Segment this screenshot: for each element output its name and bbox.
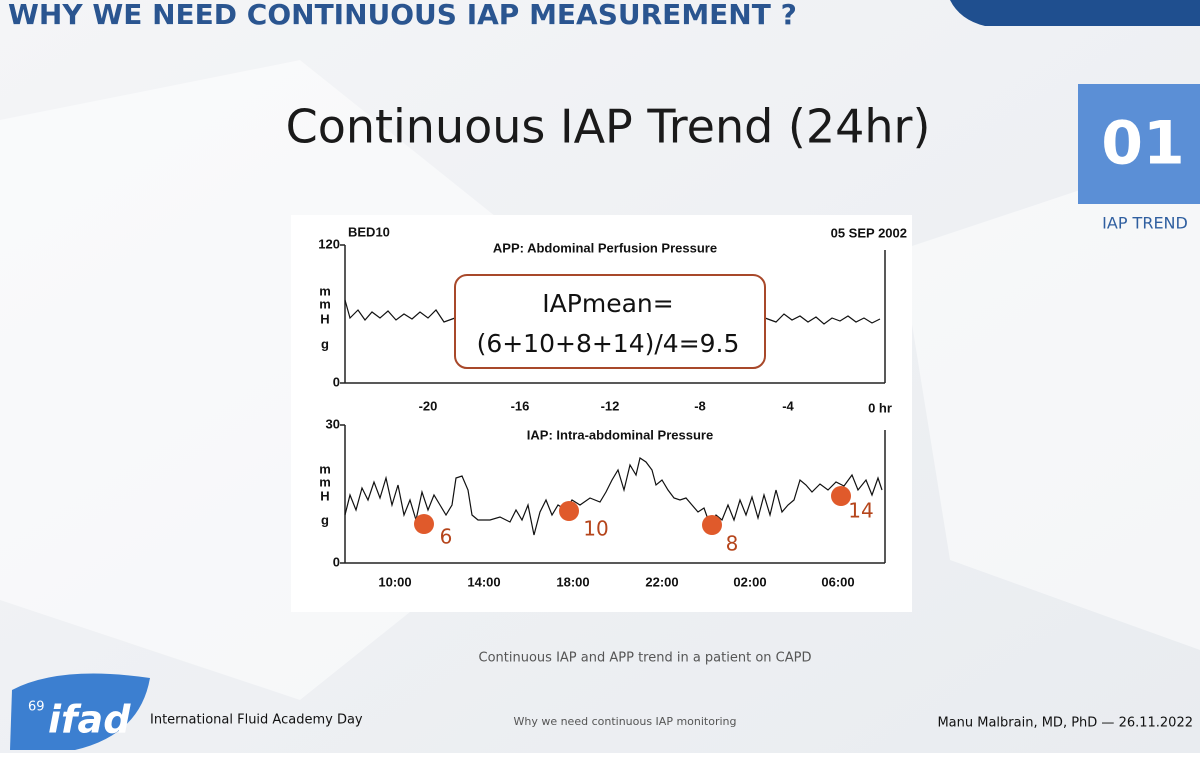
unit-letter: m <box>319 474 331 489</box>
unit-letter: g <box>321 512 329 527</box>
x-tick-label: 18:00 <box>556 574 589 589</box>
footer-event: International Fluid Academy Day <box>150 713 363 728</box>
x-tick-label: 14:00 <box>467 574 500 589</box>
point-label: 8 <box>726 532 739 556</box>
bed: BED10 <box>348 224 390 239</box>
axes <box>340 244 886 384</box>
x-tick-label: 10:00 <box>378 574 411 589</box>
badge-box <box>1078 84 1200 204</box>
bg-shape <box>900 150 1200 650</box>
point <box>831 486 851 506</box>
logo-shape <box>10 673 150 750</box>
unit-letter: m <box>319 283 331 298</box>
annotation-box <box>454 274 766 369</box>
unit-letter: H <box>320 311 329 326</box>
badge-label: IAP TREND <box>1102 214 1188 233</box>
panel-title: APP: Abdominal Perfusion Pressure <box>493 240 717 255</box>
y-bottom: 0 <box>333 374 340 389</box>
point <box>702 515 722 535</box>
x-tick-label: -4 <box>782 398 794 413</box>
badge-number: 01 <box>1101 109 1185 179</box>
point-label: 10 <box>583 517 608 541</box>
unit-letter: m <box>319 461 331 476</box>
footer-topic: Why we need continuous IAP monitoring <box>513 715 736 728</box>
heading: Continuous IAP Trend (24hr) <box>286 100 931 154</box>
x-tick-label: 0 hr <box>868 400 892 415</box>
logo-text: ifad <box>48 698 131 742</box>
point-label: 6 <box>440 525 453 549</box>
caption: Continuous IAP and APP trend in a patien… <box>479 651 812 666</box>
x-tick-label: 22:00 <box>645 574 678 589</box>
figure: BED10 05 SEP 2002 APP: Abdominal Perfusi… <box>291 215 912 612</box>
y-top: 30 <box>326 416 340 431</box>
footer-author: Manu Malbrain, MD, PhD — 26.11.2022 <box>937 716 1193 731</box>
panel-title: IAP: Intra-abdominal Pressure <box>527 427 713 442</box>
unit-letter: g <box>321 336 329 351</box>
y-top: 120 <box>318 236 340 251</box>
y-bottom: 0 <box>333 554 340 569</box>
annotation-line: IAPmean= <box>542 289 673 318</box>
x-tick-label: -8 <box>694 398 706 413</box>
axes <box>340 424 886 564</box>
annotation-line: (6+10+8+14)/4=9.5 <box>477 329 740 358</box>
x-tick-label: -16 <box>511 398 530 413</box>
point <box>559 501 579 521</box>
trace <box>344 299 456 323</box>
x-tick-label: -12 <box>601 398 620 413</box>
trace <box>764 313 881 325</box>
logo-number: 69 <box>28 700 45 715</box>
point <box>414 514 434 534</box>
unit-letter: H <box>320 488 329 503</box>
corner-shape <box>950 0 1200 26</box>
x-tick-label: 06:00 <box>821 574 854 589</box>
section-title: WHY WE NEED CONTINUOUS IAP MEASUREMENT ? <box>8 0 797 31</box>
date: 05 SEP 2002 <box>831 225 907 240</box>
x-tick-label: 02:00 <box>733 574 766 589</box>
unit-letter: m <box>319 296 331 311</box>
point-label: 14 <box>848 499 873 523</box>
trace <box>344 457 883 536</box>
x-tick-label: -20 <box>419 398 438 413</box>
